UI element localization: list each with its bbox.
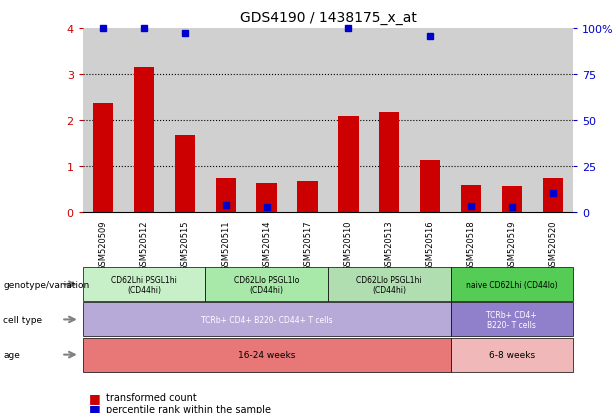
Bar — [543, 178, 563, 213]
Bar — [409, 29, 451, 213]
Text: cell type: cell type — [3, 315, 42, 324]
Bar — [451, 268, 573, 301]
Bar — [205, 29, 246, 213]
Bar — [246, 29, 287, 213]
Text: naive CD62Lhi (CD44lo): naive CD62Lhi (CD44lo) — [466, 280, 558, 289]
Text: ■: ■ — [89, 402, 101, 413]
Bar — [83, 303, 451, 337]
Bar — [93, 103, 113, 213]
Title: GDS4190 / 1438175_x_at: GDS4190 / 1438175_x_at — [240, 11, 416, 25]
Text: TCRb+ CD4+
B220- T cells: TCRb+ CD4+ B220- T cells — [487, 310, 537, 329]
Bar — [216, 178, 236, 213]
Text: percentile rank within the sample: percentile rank within the sample — [106, 404, 271, 413]
Bar — [451, 303, 573, 337]
Bar — [379, 112, 400, 213]
Bar — [297, 181, 318, 213]
Bar — [369, 29, 409, 213]
Bar — [501, 187, 522, 213]
Text: 16-24 weeks: 16-24 weeks — [238, 350, 295, 359]
Bar — [83, 29, 124, 213]
Bar — [205, 268, 328, 301]
Bar — [451, 338, 573, 372]
Bar — [328, 29, 369, 213]
Text: age: age — [3, 350, 20, 359]
Bar — [492, 29, 532, 213]
Text: ■: ■ — [89, 391, 101, 404]
Bar — [461, 185, 481, 213]
Bar — [451, 29, 492, 213]
Bar — [338, 117, 359, 213]
Text: 6-8 weeks: 6-8 weeks — [489, 350, 535, 359]
Bar — [256, 184, 277, 213]
Text: genotype/variation: genotype/variation — [3, 280, 89, 289]
Bar — [175, 135, 195, 213]
Bar — [287, 29, 328, 213]
Bar — [328, 268, 451, 301]
Text: CD62Llo PSGL1hi
(CD44hi): CD62Llo PSGL1hi (CD44hi) — [356, 275, 422, 294]
Bar — [532, 29, 573, 213]
Text: CD62Llo PSGL1lo
(CD44hi): CD62Llo PSGL1lo (CD44hi) — [234, 275, 299, 294]
Bar — [420, 161, 440, 213]
Bar — [124, 29, 164, 213]
Text: CD62Lhi PSGL1hi
(CD44hi): CD62Lhi PSGL1hi (CD44hi) — [111, 275, 177, 294]
Bar — [83, 338, 451, 372]
Text: TCRb+ CD4+ B220- CD44+ T cells: TCRb+ CD4+ B220- CD44+ T cells — [201, 315, 332, 324]
Text: transformed count: transformed count — [106, 392, 197, 402]
Bar — [134, 68, 154, 213]
Bar — [83, 268, 205, 301]
Bar — [164, 29, 205, 213]
